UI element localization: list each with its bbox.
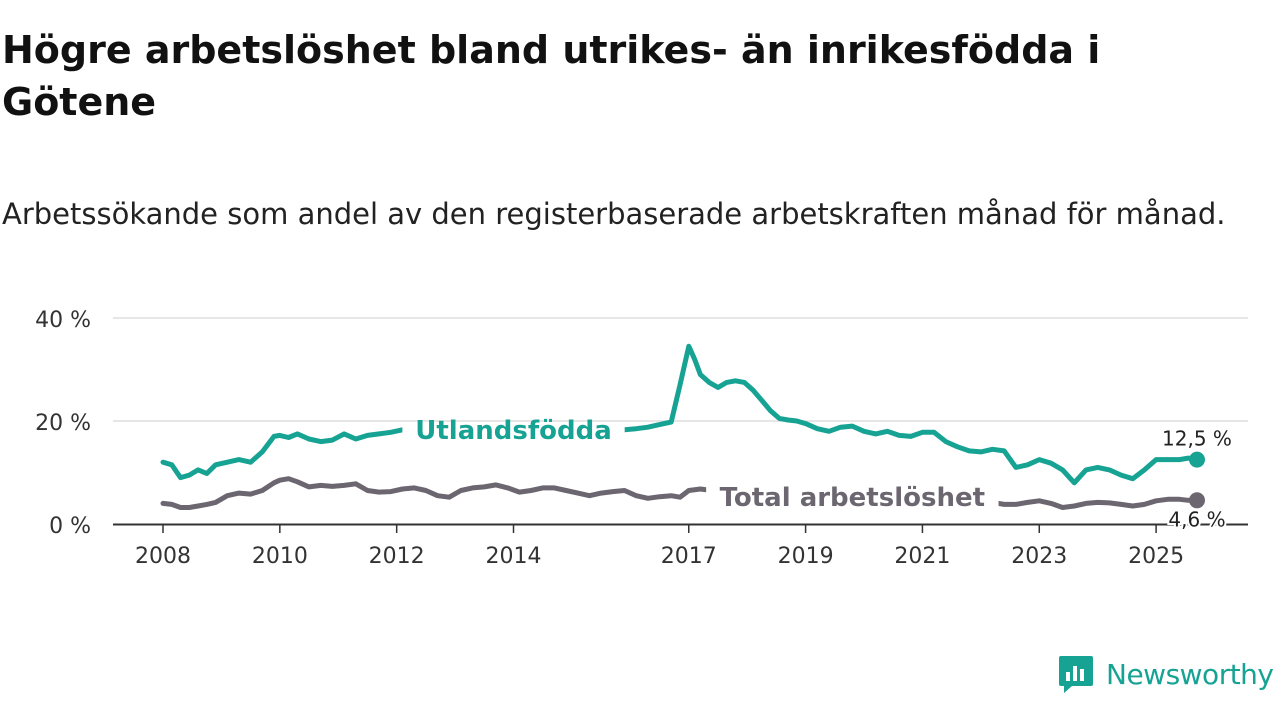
x-tick-label: 2017 — [661, 544, 717, 569]
series-label-total-arbetslöshet: Total arbetslöshet — [720, 483, 985, 513]
series-end-label: 12,5 % — [1162, 427, 1232, 451]
newsworthy-icon — [1059, 656, 1093, 693]
x-tick-label: 2010 — [252, 544, 308, 569]
series-line-total-arbetslöshet — [160, 476, 1200, 510]
chart-subtitle: Arbetssökande som andel av den registerb… — [2, 197, 1226, 231]
chart-title: Högre arbetslöshet bland utrikes- än inr… — [2, 28, 1101, 124]
x-tick-label: 2021 — [894, 544, 950, 569]
newsworthy-logo[interactable]: Newsworthy — [1058, 654, 1274, 694]
y-tick-label: 0 % — [49, 514, 91, 539]
y-tick-label: 40 % — [35, 308, 91, 333]
x-tick-label: 2012 — [369, 544, 425, 569]
x-tick-label: 2014 — [486, 544, 542, 569]
series-end-point — [1189, 492, 1205, 509]
newsworthy-wordmark: Newsworthy — [1106, 657, 1274, 691]
y-tick-label: 20 % — [35, 411, 91, 436]
x-tick-label: 2008 — [135, 544, 191, 569]
series-label-utlandsfödda: Utlandsfödda — [415, 416, 612, 446]
x-tick-label: 2023 — [1011, 544, 1067, 569]
x-tick-label: 2025 — [1128, 544, 1184, 569]
x-tick-label: 2019 — [778, 544, 834, 569]
series-end-label: 4,6 % — [1168, 507, 1225, 531]
series-line-utlandsfödda — [160, 343, 1200, 486]
series-end-point — [1189, 451, 1205, 468]
